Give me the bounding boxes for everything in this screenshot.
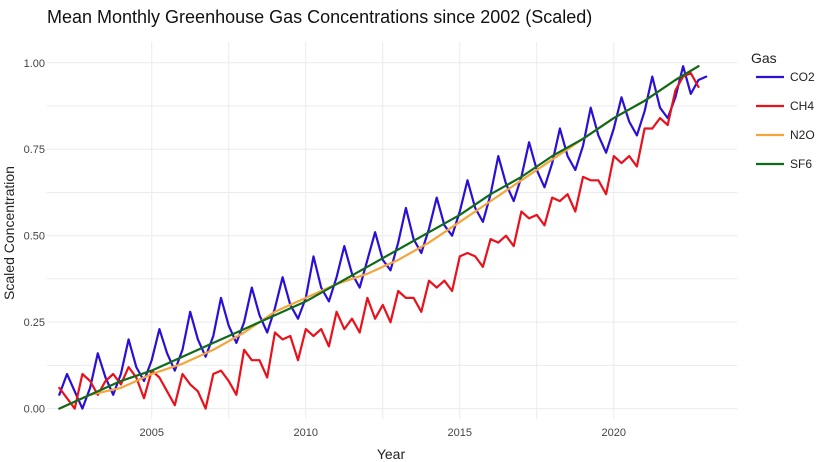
chart-title: Mean Monthly Greenhouse Gas Concentratio… — [47, 7, 592, 27]
x-tick-label: 2015 — [448, 427, 472, 439]
legend-label-co2: CO2 — [790, 70, 815, 84]
x-tick-label: 2005 — [139, 427, 163, 439]
y-tick-label: 0.00 — [24, 404, 45, 416]
y-axis-title: Scaled Concentration — [1, 166, 17, 300]
series-line-co2 — [58, 65, 708, 410]
y-tick-label: 0.25 — [24, 317, 45, 329]
series-line-n2o — [58, 65, 700, 410]
series-line-ch4 — [58, 72, 700, 410]
x-tick-label: 2020 — [602, 427, 626, 439]
y-tick-label: 0.75 — [24, 144, 45, 156]
x-axis-title: Year — [377, 446, 406, 462]
x-axis-ticks: 2005 2010 2015 2020 — [139, 427, 626, 439]
legend-label-sf6: SF6 — [790, 157, 812, 171]
legend-label-n2o: N2O — [790, 128, 815, 142]
series-lines — [58, 65, 708, 410]
legend-label-ch4: CH4 — [790, 99, 814, 113]
y-tick-label: 0.50 — [24, 231, 45, 243]
legend-title: Gas — [751, 50, 777, 66]
y-axis-ticks: 0.00 0.25 0.50 0.75 1.00 — [24, 58, 45, 416]
x-tick-label: 2010 — [294, 427, 318, 439]
legend: Gas CO2 CH4 N2O SF6 — [751, 50, 815, 171]
y-tick-label: 1.00 — [24, 58, 45, 70]
series-line-sf6 — [58, 65, 700, 410]
